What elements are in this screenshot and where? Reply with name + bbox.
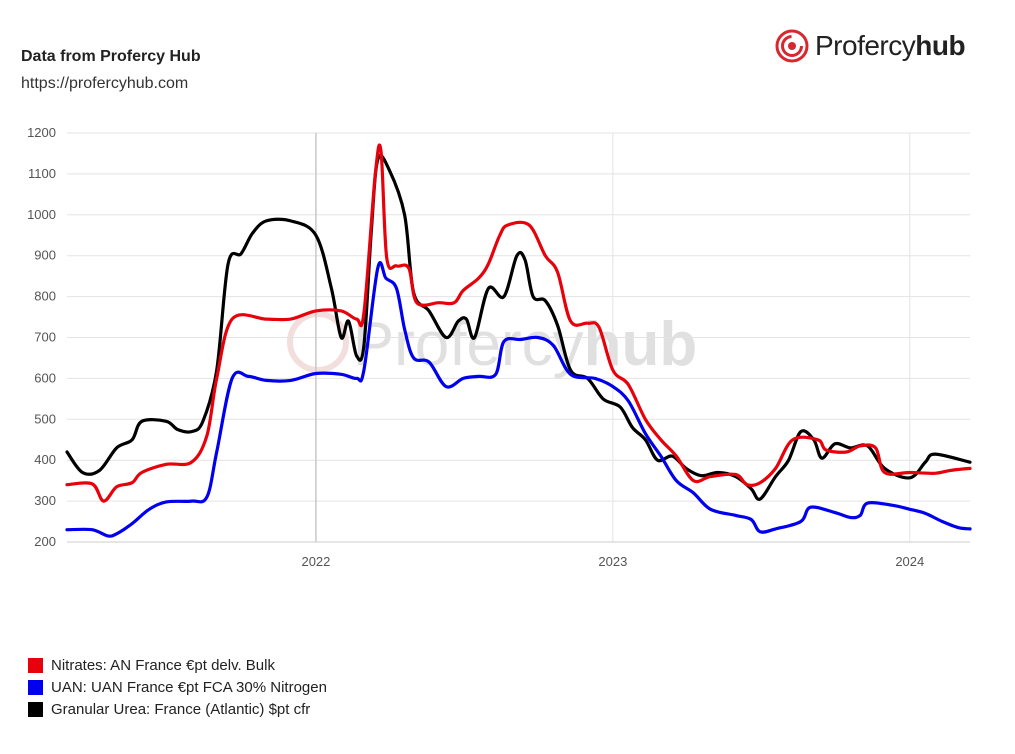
y-tick-label: 200 — [34, 534, 56, 549]
y-tick-label: 900 — [34, 248, 56, 263]
legend-swatch-urea — [28, 701, 43, 717]
watermark-text-bold: hub — [584, 310, 698, 379]
y-tick-label: 1000 — [27, 207, 56, 222]
y-tick-label: 1200 — [27, 125, 56, 140]
legend: Nitrates: AN France €pt delv. Bulk UAN: … — [28, 654, 327, 720]
x-tick-label: 2024 — [895, 554, 924, 569]
y-tick-label: 1100 — [28, 166, 56, 181]
y-tick-label: 400 — [34, 452, 56, 467]
y-tick-label: 500 — [34, 411, 56, 426]
y-tick-label: 800 — [34, 289, 56, 304]
y-tick-label: 600 — [34, 370, 56, 385]
source-url[interactable]: https://profercyhub.com — [21, 75, 189, 92]
series-line-nitrates — [65, 143, 972, 503]
watermark-icon — [287, 311, 349, 373]
legend-swatch-nitrates — [28, 657, 43, 673]
profercy-hub-logo[interactable]: Profercyhub — [775, 26, 966, 66]
y-tick-label: 300 — [34, 493, 56, 508]
line-chart: Profercyhub 200 300 400 500 600 700 800 900 1000 1… — [27, 125, 972, 569]
logo-text-light: Profercy — [815, 30, 916, 61]
legend-item-uan[interactable]: UAN: UAN France €pt FCA 30% Nitrogen — [28, 676, 327, 698]
series-line-urea — [65, 153, 972, 501]
legend-item-nitrates[interactable]: Nitrates: AN France €pt delv. Bulk — [28, 654, 327, 676]
logo-text-bold: hub — [915, 30, 966, 61]
legend-item-urea[interactable]: Granular Urea: France (Atlantic) $pt cfr — [28, 698, 327, 720]
profercy-swirl-icon — [775, 29, 809, 63]
legend-swatch-uan — [28, 679, 43, 695]
logo-wordmark: Profercyhub — [815, 30, 966, 62]
y-tick-label: 700 — [34, 330, 56, 345]
x-tick-label: 2023 — [598, 554, 627, 569]
x-tick-label: 2022 — [301, 554, 330, 569]
source-title: Data from Profercy Hub — [21, 48, 201, 65]
legend-label-nitrates: Nitrates: AN France €pt delv. Bulk — [51, 656, 275, 674]
series-line-uan — [65, 261, 972, 538]
legend-label-uan: UAN: UAN France €pt FCA 30% Nitrogen — [51, 678, 327, 696]
watermark-text: Profercyhub — [353, 310, 697, 379]
legend-label-urea: Granular Urea: France (Atlantic) $pt cfr — [51, 700, 311, 718]
